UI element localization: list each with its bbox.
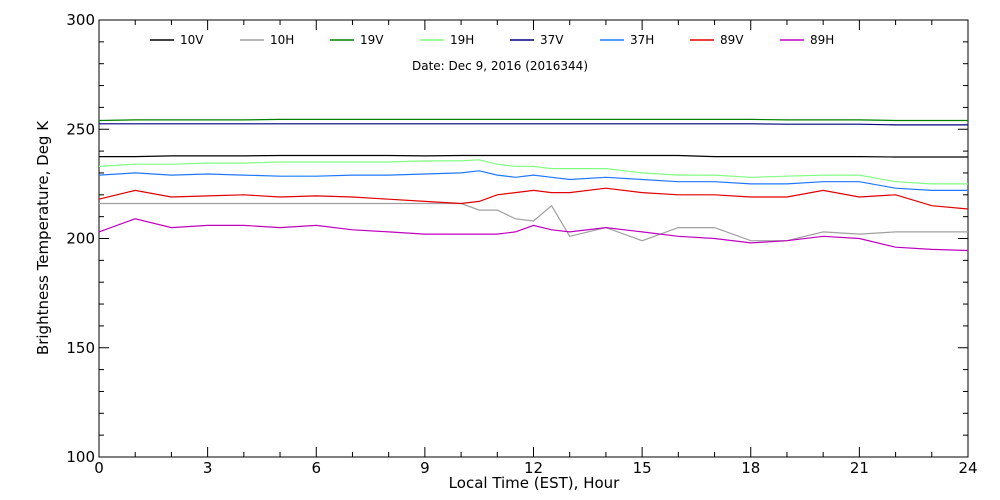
x-tick-label: 18 [741,459,760,477]
legend-label: 19V [360,33,384,47]
series-line-37v [99,123,968,126]
x-tick-label: 9 [420,459,430,477]
y-tick-label: 100 [66,448,95,466]
chart-subtitle: Date: Dec 9, 2016 (2016344) [412,59,588,73]
series-line-89h [98,218,969,252]
series-line-10v [99,154,968,158]
legend-label: 19H [450,33,474,47]
x-tick-label: 21 [850,459,869,477]
x-tick-label: 12 [524,459,543,477]
series-line-89v [98,187,969,210]
y-tick-label: 300 [66,11,95,29]
y-tick-label: 250 [66,120,95,138]
plot-frame [98,19,969,458]
legend-label: 89H [810,33,834,47]
series-line-37h [98,170,968,191]
x-tick-label: 6 [311,459,321,477]
x-tick-label: 0 [94,459,104,477]
series-line-19h [98,159,968,185]
x-tick-label: 24 [958,459,977,477]
legend-label: 37H [630,33,654,47]
legend-label: 37V [540,33,564,47]
x-axis-title: Local Time (EST), Hour [449,474,620,492]
y-tick-label: 200 [66,230,95,248]
y-axis-title: Brightness Temperature, Deg K [34,120,52,355]
x-tick-label: 3 [203,459,213,477]
series-line-10h [99,202,968,242]
y-tick-label: 150 [66,339,95,357]
series-line-19v [98,118,968,122]
legend-label: 10V [180,33,204,47]
legend-label: 10H [270,33,294,47]
legend-label: 89V [720,33,744,47]
x-tick-label: 15 [633,459,652,477]
